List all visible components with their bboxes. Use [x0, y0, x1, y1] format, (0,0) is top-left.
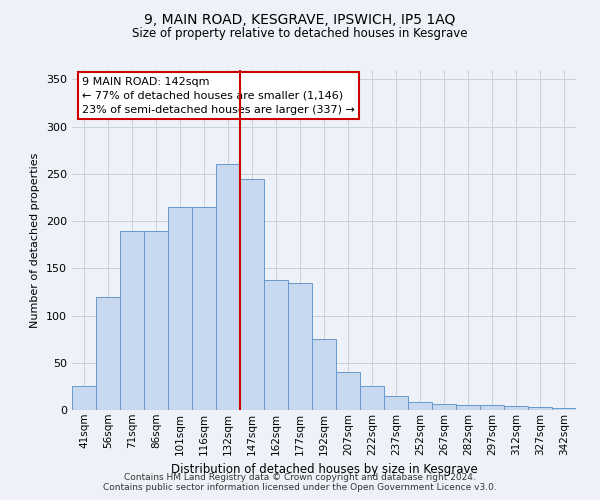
- Text: Size of property relative to detached houses in Kesgrave: Size of property relative to detached ho…: [132, 28, 468, 40]
- Bar: [216, 164, 240, 410]
- Text: 9, MAIN ROAD, KESGRAVE, IPSWICH, IP5 1AQ: 9, MAIN ROAD, KESGRAVE, IPSWICH, IP5 1AQ: [145, 12, 455, 26]
- Bar: [264, 280, 288, 410]
- Bar: [480, 406, 504, 410]
- Bar: [72, 386, 96, 410]
- Bar: [384, 396, 408, 410]
- Bar: [192, 207, 216, 410]
- Bar: [432, 404, 456, 410]
- Bar: [120, 230, 144, 410]
- Y-axis label: Number of detached properties: Number of detached properties: [31, 152, 40, 328]
- Text: 9 MAIN ROAD: 142sqm
← 77% of detached houses are smaller (1,146)
23% of semi-det: 9 MAIN ROAD: 142sqm ← 77% of detached ho…: [82, 77, 355, 115]
- Bar: [288, 282, 312, 410]
- Bar: [552, 408, 576, 410]
- Bar: [528, 407, 552, 410]
- Bar: [360, 386, 384, 410]
- Bar: [456, 406, 480, 410]
- Bar: [168, 207, 192, 410]
- Bar: [336, 372, 360, 410]
- Bar: [96, 296, 120, 410]
- X-axis label: Distribution of detached houses by size in Kesgrave: Distribution of detached houses by size …: [170, 463, 478, 476]
- Bar: [144, 230, 168, 410]
- Bar: [312, 339, 336, 410]
- Bar: [240, 178, 264, 410]
- Text: Contains HM Land Registry data © Crown copyright and database right 2024.
Contai: Contains HM Land Registry data © Crown c…: [103, 473, 497, 492]
- Bar: [408, 402, 432, 410]
- Bar: [504, 406, 528, 410]
